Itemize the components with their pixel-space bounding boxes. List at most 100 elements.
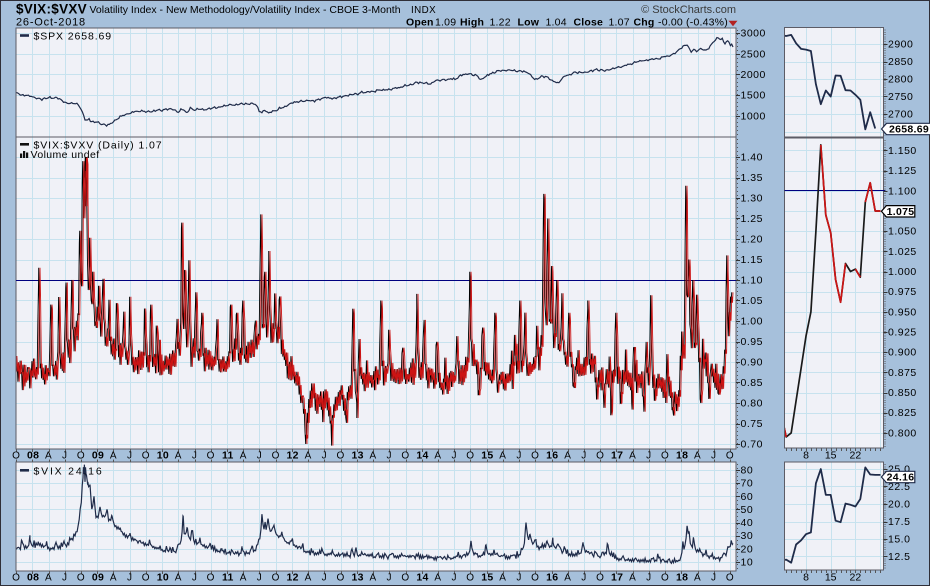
svg-text:14: 14 bbox=[416, 450, 428, 462]
svg-text:O: O bbox=[661, 573, 669, 584]
svg-text:16: 16 bbox=[546, 572, 558, 584]
svg-text:$VIX 24.16: $VIX 24.16 bbox=[34, 466, 104, 478]
svg-text:22: 22 bbox=[850, 450, 862, 462]
svg-text:J: J bbox=[646, 451, 651, 462]
svg-text:1.10: 1.10 bbox=[741, 275, 763, 287]
svg-text:18: 18 bbox=[676, 572, 688, 584]
svg-text:1.150: 1.150 bbox=[888, 145, 917, 157]
svg-text:09: 09 bbox=[92, 450, 104, 462]
svg-text:24.16: 24.16 bbox=[887, 472, 915, 484]
svg-text:1.025: 1.025 bbox=[888, 246, 917, 258]
svg-text:A: A bbox=[305, 451, 312, 462]
svg-text:1.07: 1.07 bbox=[609, 17, 630, 29]
svg-text:J: J bbox=[581, 451, 586, 462]
svg-text:22: 22 bbox=[850, 572, 862, 584]
svg-text:8: 8 bbox=[803, 572, 809, 584]
svg-text:A: A bbox=[369, 451, 376, 462]
svg-text:A: A bbox=[694, 451, 701, 462]
svg-text:15: 15 bbox=[481, 450, 493, 462]
svg-text:O: O bbox=[596, 451, 604, 462]
svg-text:O: O bbox=[726, 451, 734, 462]
svg-text:J: J bbox=[127, 573, 132, 584]
svg-text:A: A bbox=[629, 573, 636, 584]
svg-text:-0.00 (-0.43%): -0.00 (-0.43%) bbox=[658, 17, 728, 29]
svg-text:$VIX:$VXV (Daily) 1.07: $VIX:$VXV (Daily) 1.07 bbox=[34, 139, 163, 151]
svg-text:0.70: 0.70 bbox=[741, 439, 763, 451]
svg-text:10: 10 bbox=[157, 572, 169, 584]
svg-text:J: J bbox=[192, 451, 197, 462]
svg-text:1.22: 1.22 bbox=[490, 17, 511, 29]
svg-text:15: 15 bbox=[481, 572, 493, 584]
svg-text:2850: 2850 bbox=[888, 56, 913, 68]
svg-text:1.000: 1.000 bbox=[888, 266, 917, 278]
svg-text:17: 17 bbox=[611, 572, 623, 584]
svg-text:A: A bbox=[369, 573, 376, 584]
svg-text:A: A bbox=[564, 573, 571, 584]
svg-text:1.35: 1.35 bbox=[741, 172, 763, 184]
svg-text:A: A bbox=[629, 451, 636, 462]
svg-text:O: O bbox=[401, 451, 409, 462]
svg-text:2000: 2000 bbox=[741, 69, 766, 81]
svg-text:A: A bbox=[694, 573, 701, 584]
svg-text:A: A bbox=[434, 573, 441, 584]
svg-text:2900: 2900 bbox=[888, 39, 913, 51]
svg-text:O: O bbox=[531, 451, 539, 462]
svg-text:0.950: 0.950 bbox=[888, 306, 917, 318]
svg-text:1.25: 1.25 bbox=[741, 213, 763, 225]
svg-text:A: A bbox=[499, 451, 506, 462]
svg-text:A: A bbox=[434, 451, 441, 462]
svg-text:2700: 2700 bbox=[888, 109, 913, 121]
svg-text:J: J bbox=[322, 573, 327, 584]
svg-text:1.15: 1.15 bbox=[741, 254, 763, 266]
svg-text:20.0: 20.0 bbox=[888, 499, 910, 511]
svg-text:O: O bbox=[466, 451, 474, 462]
svg-text:J: J bbox=[62, 451, 67, 462]
svg-text:J: J bbox=[451, 451, 456, 462]
svg-text:12: 12 bbox=[287, 450, 299, 462]
svg-text:J: J bbox=[62, 573, 67, 584]
svg-text:1.40: 1.40 bbox=[741, 152, 763, 164]
svg-text:$SPX 2658.69: $SPX 2658.69 bbox=[34, 31, 113, 43]
svg-text:O: O bbox=[661, 451, 669, 462]
svg-text:O: O bbox=[142, 451, 150, 462]
svg-text:O: O bbox=[401, 573, 409, 584]
svg-text:1.30: 1.30 bbox=[741, 193, 763, 205]
svg-text:0.800: 0.800 bbox=[888, 427, 917, 439]
svg-text:80: 80 bbox=[741, 465, 754, 477]
svg-text:O: O bbox=[12, 451, 20, 462]
svg-text:2800: 2800 bbox=[888, 74, 913, 86]
svg-text:A: A bbox=[175, 573, 182, 584]
svg-text:13: 13 bbox=[351, 572, 363, 584]
svg-text:0.875: 0.875 bbox=[888, 367, 917, 379]
svg-text:INDX: INDX bbox=[411, 5, 436, 16]
svg-text:Chg: Chg bbox=[634, 17, 655, 29]
svg-text:30: 30 bbox=[741, 530, 754, 542]
svg-text:O: O bbox=[77, 451, 85, 462]
svg-text:1.04: 1.04 bbox=[546, 17, 567, 29]
svg-text:1.05: 1.05 bbox=[741, 295, 763, 307]
svg-text:1.00: 1.00 bbox=[741, 316, 763, 328]
svg-text:J: J bbox=[192, 573, 197, 584]
svg-text:J: J bbox=[257, 573, 262, 584]
svg-text:J: J bbox=[387, 573, 392, 584]
svg-text:Volatility Index - New Methodo: Volatility Index - New Methodology/Volat… bbox=[90, 4, 401, 16]
svg-text:0.850: 0.850 bbox=[888, 387, 917, 399]
svg-text:2500: 2500 bbox=[741, 48, 766, 60]
svg-text:16: 16 bbox=[546, 450, 558, 462]
svg-text:1.125: 1.125 bbox=[888, 165, 917, 177]
svg-text:08: 08 bbox=[27, 450, 39, 462]
svg-text:A: A bbox=[110, 573, 117, 584]
svg-text:0.95: 0.95 bbox=[741, 336, 763, 348]
svg-text:A: A bbox=[45, 573, 52, 584]
svg-text:1.075: 1.075 bbox=[887, 206, 915, 218]
svg-text:0.825: 0.825 bbox=[888, 407, 917, 419]
svg-text:12: 12 bbox=[287, 572, 299, 584]
svg-text:1.050: 1.050 bbox=[888, 226, 917, 238]
svg-text:$VIX:$VXV: $VIX:$VXV bbox=[16, 2, 87, 17]
svg-text:A: A bbox=[499, 573, 506, 584]
svg-text:A: A bbox=[564, 451, 571, 462]
svg-text:A: A bbox=[305, 573, 312, 584]
svg-text:0.925: 0.925 bbox=[888, 327, 917, 339]
svg-text:A: A bbox=[110, 451, 117, 462]
svg-text:J: J bbox=[581, 573, 586, 584]
